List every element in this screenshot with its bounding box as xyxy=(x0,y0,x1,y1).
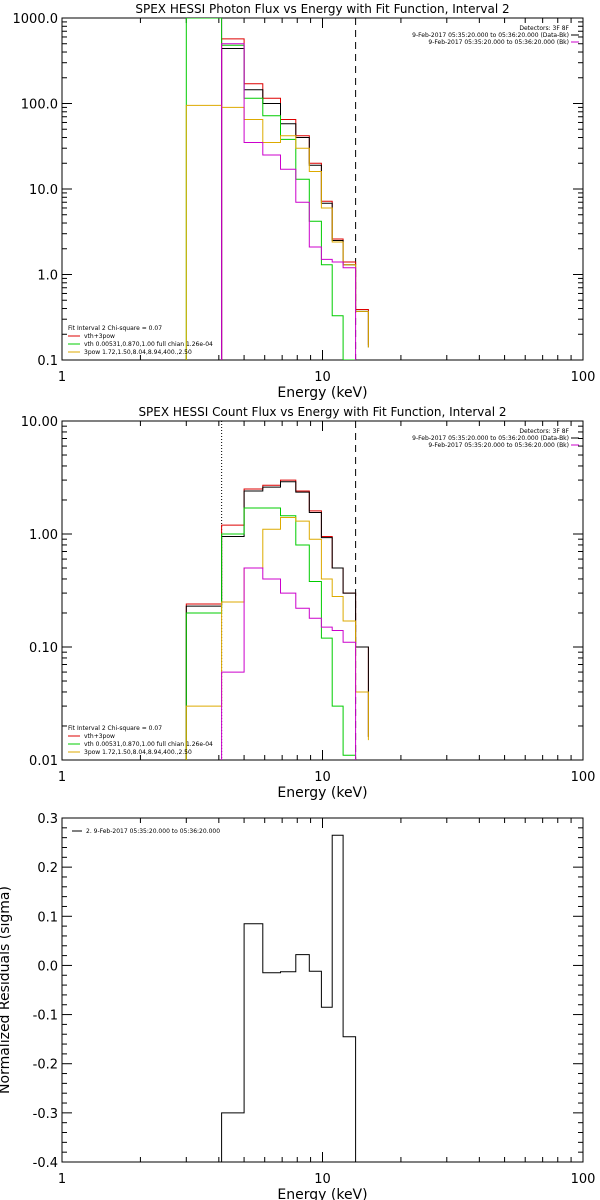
legend-entry: 9-Feb-2017 05:35:20.000 to 05:36:20.000 … xyxy=(412,32,569,39)
x-tick-label: 100 xyxy=(571,370,596,385)
x-tick-label: 10 xyxy=(314,1172,331,1187)
plot-frame xyxy=(61,17,584,361)
legend-entry: vth+3pow xyxy=(84,733,115,740)
data-series-1 xyxy=(221,834,357,1162)
y-tick-label: 0.2 xyxy=(37,861,58,876)
data-series-3 xyxy=(185,507,357,760)
data-series-3 xyxy=(185,18,356,360)
data-series-5 xyxy=(221,567,357,760)
y-tick-label: 0.0 xyxy=(37,959,58,974)
y-tick-label: 1000.0 xyxy=(13,12,59,27)
chart-title: SPEX HESSI Count Flux vs Energy with Fit… xyxy=(138,405,506,419)
plot-frame xyxy=(61,817,584,1163)
chart-1: SPEX HESSI Photon Flux vs Energy with Fi… xyxy=(13,2,596,401)
y-tick-label: -0.2 xyxy=(33,1058,58,1073)
x-axis-label: Energy (keV) xyxy=(277,385,367,401)
data-series-1 xyxy=(185,479,369,760)
y-axis-label: Normalized Residuals (sigma) xyxy=(0,886,13,1094)
y-tick-label: 0.3 xyxy=(37,812,58,827)
x-tick-label: 100 xyxy=(571,1172,596,1187)
legend-entry: Fit Interval 2 Chi-square = 0.07 xyxy=(68,325,162,332)
y-tick-label: -0.3 xyxy=(33,1107,58,1122)
data-series-5 xyxy=(221,43,357,360)
x-tick-label: 10 xyxy=(314,370,331,385)
legend-entry: Detectors: 3F 8F xyxy=(519,428,569,435)
y-tick-label: 0.01 xyxy=(29,754,58,769)
y-tick-label: 100.0 xyxy=(21,98,58,113)
legend-entry: 3pow 1.72,1.50,8.04,8.94,400.,2.50 xyxy=(84,349,192,356)
legend-entry: 9-Feb-2017 05:35:20.000 to 05:36:20.000 … xyxy=(428,442,569,449)
x-tick-label: 1 xyxy=(58,370,66,385)
plot-frame xyxy=(61,420,584,761)
legend-entry: vth+3pow xyxy=(84,333,115,340)
legend-entry: vth 0.00531,0.870,1.00 full chian 1.26e-… xyxy=(84,341,213,348)
chart-2: SPEX HESSI Count Flux vs Energy with Fit… xyxy=(21,405,596,801)
data-series-2 xyxy=(185,481,369,760)
y-tick-label: 10.00 xyxy=(21,415,58,430)
y-tick-label: -0.4 xyxy=(33,1156,58,1171)
y-tick-label: 0.10 xyxy=(29,641,58,656)
legend-entry: Detectors: 3F 8F xyxy=(519,25,569,32)
legend-entry: 2. 9-Feb-2017 05:35:20.000 to 05:36:20.0… xyxy=(86,828,220,835)
y-tick-label: 1.00 xyxy=(29,528,58,543)
x-tick-label: 10 xyxy=(314,770,331,785)
chart-3: 1 10 100 -0.4 -0.3 -0.2 -0.1 0.0 0.1 0.2 0.3 Energy… xyxy=(0,812,595,1200)
data-series-4 xyxy=(185,517,369,760)
x-tick-label: 1 xyxy=(58,1172,66,1187)
legend-entry: vth 0.00531,0.870,1.00 full chian 1.26e-… xyxy=(84,741,213,748)
y-tick-label: 0.1 xyxy=(37,910,58,925)
legend-entry: 9-Feb-2017 05:35:20.000 to 05:36:20.000 … xyxy=(412,435,569,442)
y-tick-label: 0.1 xyxy=(37,354,58,369)
legend-entry: 9-Feb-2017 05:35:20.000 to 05:36:20.000 … xyxy=(428,39,569,46)
chart-title: SPEX HESSI Photon Flux vs Energy with Fi… xyxy=(135,2,509,16)
data-series-4 xyxy=(185,104,369,360)
y-tick-label: -0.1 xyxy=(33,1009,58,1024)
x-axis-label: Energy (keV) xyxy=(277,1187,367,1200)
x-axis-label: Energy (keV) xyxy=(277,785,367,801)
y-tick-label: 1.0 xyxy=(37,269,58,284)
x-tick-label: 100 xyxy=(571,770,596,785)
legend-entry: 3pow 1.72,1.50,8.04,8.94,400.,2.50 xyxy=(84,749,192,756)
legend-entry: Fit Interval 2 Chi-square = 0.07 xyxy=(68,725,162,732)
x-tick-label: 1 xyxy=(58,770,66,785)
y-tick-label: 10.0 xyxy=(29,183,58,198)
